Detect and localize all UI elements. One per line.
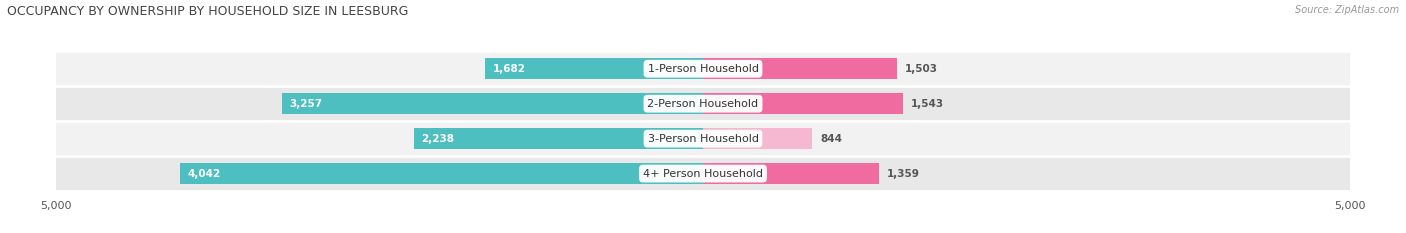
Text: 4,042: 4,042 [188,169,221,178]
Text: 2-Person Household: 2-Person Household [647,99,759,109]
Bar [281,93,703,114]
Text: 4+ Person Household: 4+ Person Household [643,169,763,178]
Text: 1,543: 1,543 [910,99,943,109]
Bar [703,93,903,114]
Bar [56,86,1350,121]
Text: OCCUPANCY BY OWNERSHIP BY HOUSEHOLD SIZE IN LEESBURG: OCCUPANCY BY OWNERSHIP BY HOUSEHOLD SIZE… [7,5,408,18]
Bar [703,128,813,149]
Bar [180,163,703,184]
Text: Source: ZipAtlas.com: Source: ZipAtlas.com [1295,5,1399,15]
Bar [56,121,1350,156]
Text: 3,257: 3,257 [290,99,322,109]
Text: 1,503: 1,503 [905,64,938,74]
Text: 1,682: 1,682 [494,64,526,74]
Text: 844: 844 [820,134,842,144]
Text: 1-Person Household: 1-Person Household [648,64,758,74]
Bar [703,58,897,79]
Bar [56,156,1350,191]
Bar [56,51,1350,86]
Text: 1,359: 1,359 [887,169,920,178]
Text: 2,238: 2,238 [422,134,454,144]
Bar [703,163,879,184]
Bar [485,58,703,79]
Text: 3-Person Household: 3-Person Household [648,134,758,144]
Bar [413,128,703,149]
